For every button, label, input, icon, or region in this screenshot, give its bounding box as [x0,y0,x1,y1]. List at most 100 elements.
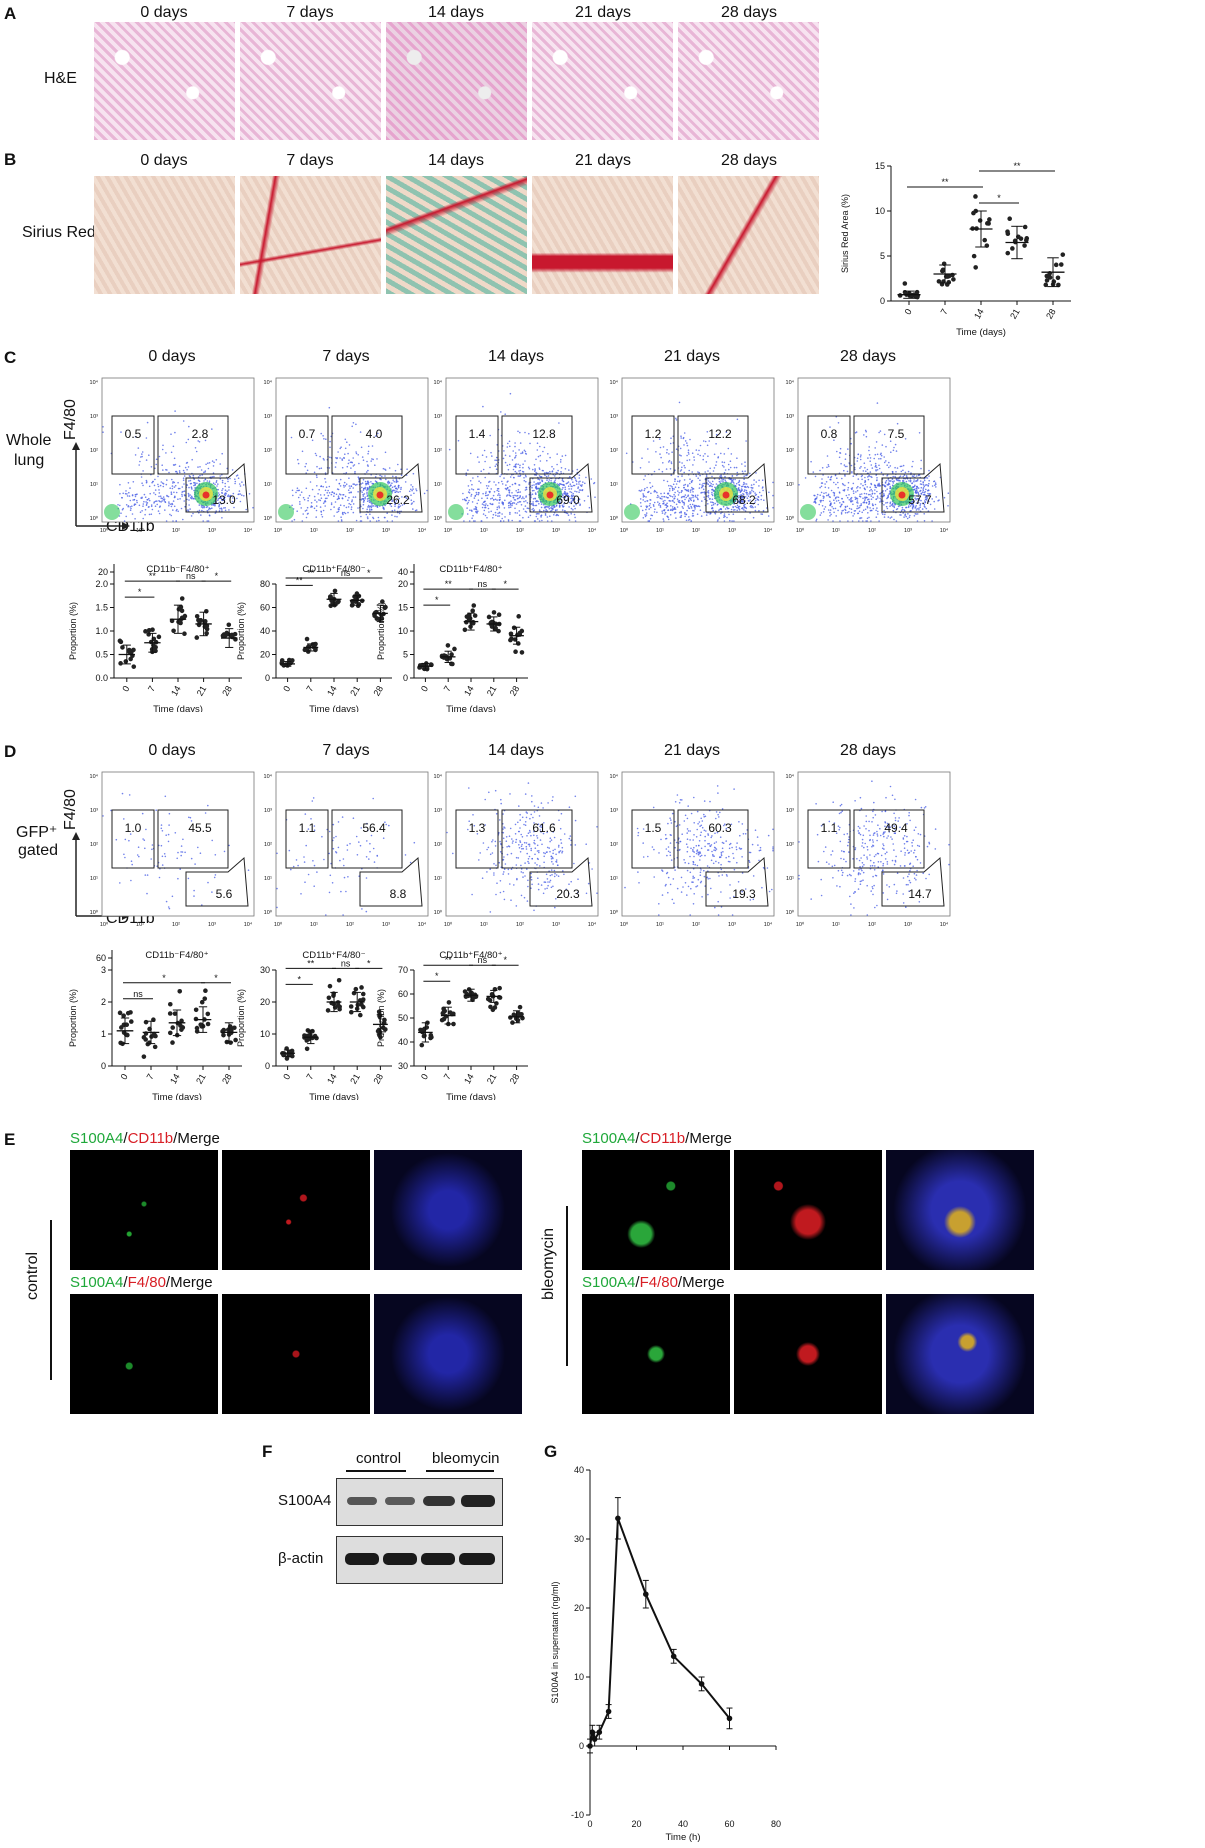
event-dot [828,496,831,498]
event-dot [843,469,845,472]
data-point [951,277,956,282]
event-dot [582,481,584,483]
event-dot [926,477,929,479]
event-dot [661,470,664,473]
event-dot [912,475,915,478]
event-dot [220,503,223,505]
event-dot [867,512,869,514]
event-dot [213,461,215,464]
event-dot [193,489,195,492]
x-tick-label: 10³ [208,528,216,534]
event-dot [297,496,300,499]
density-core [278,504,294,520]
event-dot [668,453,670,455]
event-dot [146,498,148,501]
event-dot [891,502,894,505]
x-tick-label: 21 [1008,307,1022,321]
event-dot [732,478,734,481]
event-dot [143,500,145,503]
event-dot [833,481,835,484]
event-dot [339,457,341,459]
event-dot [463,520,465,522]
event-dot [663,509,666,512]
event-dot [590,478,593,480]
event-dot [343,481,346,484]
event-dot [367,450,370,453]
event-dot [161,448,164,451]
event-dot [670,505,672,507]
data-point [1055,275,1061,281]
event-dot [216,485,218,487]
event-dot [559,502,562,504]
event-dot [696,496,698,499]
gate-value: 12.2 [708,427,732,441]
event-dot [641,489,643,491]
event-dot [120,431,122,433]
event-dot [349,503,352,506]
event-dot [192,474,195,477]
event-dot [484,476,486,479]
data-point [233,1037,238,1043]
event-dot [891,478,894,480]
event-dot [368,485,371,488]
event-dot [324,481,327,483]
group-label-bleomycin: bleomycin [432,1450,500,1467]
event-dot [319,455,321,458]
event-dot [935,486,937,488]
event-dot [887,494,889,497]
event-dot [533,481,535,483]
event-dot [658,502,661,505]
event-dot [816,493,819,496]
event-dot [851,487,854,489]
fluorescence-image [374,1294,522,1414]
event-dot [473,497,476,499]
event-dot [869,509,872,512]
event-dot [328,492,331,494]
cd11b-label: CD11b [127,1130,174,1147]
event-dot [893,518,895,521]
event-dot [675,448,678,450]
event-dot [499,512,501,514]
event-dot [878,464,880,467]
event-dot [523,500,525,503]
event-dot [712,470,715,472]
event-dot [741,502,744,504]
event-dot [197,466,199,468]
event-dot [904,471,907,474]
stain-label: S100A4/F4/80/Merge [582,1274,725,1291]
event-dot [323,494,326,496]
event-dot [899,480,901,482]
event-dot [709,513,711,515]
event-dot [499,498,501,501]
event-dot [148,499,151,502]
y-tick-label: -10 [571,1810,584,1820]
event-dot [743,481,745,484]
event-dot [128,491,130,494]
event-dot [879,501,881,503]
gate-cd11b-pos-f480-pos [853,415,925,475]
x-tick-label: 10⁴ [940,527,949,534]
event-dot [395,481,398,484]
event-dot [903,474,906,476]
event-dot [466,513,469,515]
event-dot [492,494,495,497]
event-dot [577,497,580,500]
event-dot [238,490,241,492]
event-dot [836,496,838,498]
event-dot [512,495,514,497]
group-bracket [566,1206,568,1366]
y-tick-label: 70 [398,965,408,975]
event-dot [237,477,240,479]
event-dot [687,449,690,451]
event-dot [853,513,856,515]
data-point [378,1034,383,1040]
event-dot [562,496,564,498]
y-axis-label-f480: F4/80 [62,399,79,440]
event-dot [653,501,656,504]
event-dot [914,490,917,492]
event-dot [329,440,331,443]
event-dot [493,481,495,483]
event-dot [924,496,927,499]
event-dot [397,486,400,489]
event-dot [668,500,671,502]
